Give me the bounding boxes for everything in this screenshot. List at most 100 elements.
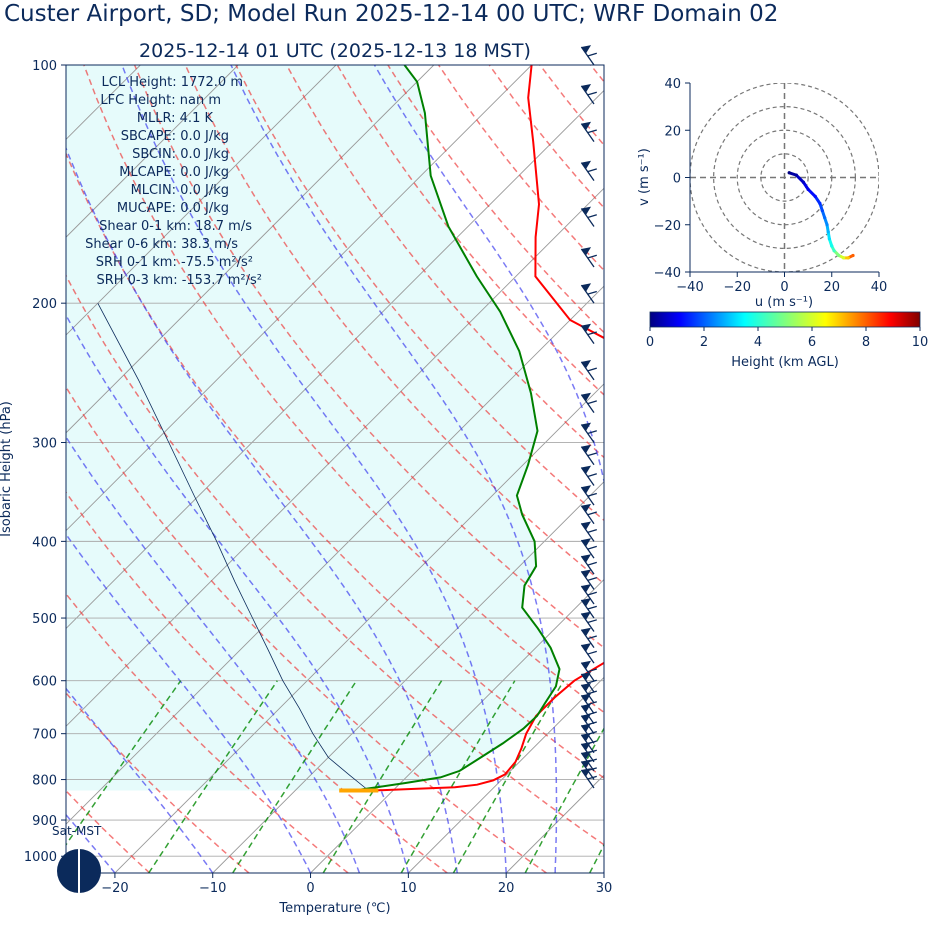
hodograph-trace <box>787 171 855 260</box>
moist-adiabat-line <box>66 533 312 873</box>
dry-adiabat-line <box>66 592 349 873</box>
stat-shear-0-1: Shear 0-1 km: 18.7 m/s <box>99 219 252 234</box>
wind-barb <box>580 444 597 466</box>
isotherm-line <box>66 65 239 238</box>
wind-barb <box>580 323 597 345</box>
dry-adiabat-line <box>66 385 547 873</box>
colorbar-tick-label: 0 <box>646 335 654 350</box>
isotherm-line <box>66 65 337 336</box>
hodograph-point <box>787 171 791 175</box>
wind-barb <box>580 672 597 693</box>
stats-block: LCL Height: 1772.0 m LFC Height: nan m M… <box>85 75 262 288</box>
hodograph-y-tick-label: −20 <box>654 219 681 234</box>
wind-barb <box>580 206 597 227</box>
colorbar: 0 2 4 6 8 10 Height (km AGL) <box>646 311 928 370</box>
hodograph-point <box>825 223 829 227</box>
stat-srh-0-3: SRH 0-3 km: -153.7 m²/s² <box>96 273 262 288</box>
y-axis-ticks: 100 200 300 400 500 600 700 800 900 1000 <box>24 59 66 865</box>
x-tick-label: −20 <box>101 881 128 896</box>
colorbar-tick-label: 10 <box>912 335 928 350</box>
mixing-ratio-line <box>452 680 565 873</box>
wind-barb <box>580 554 597 575</box>
x-tick-label: 20 <box>498 881 515 896</box>
stat-lcl: LCL Height: 1772.0 m <box>102 75 243 90</box>
isotherm-line <box>66 187 604 727</box>
skew-t-plot: −20 −10 0 10 20 30 10020030040050060070080090… <box>0 45 928 916</box>
wind-barb <box>580 627 597 649</box>
hodograph-y-label: v (m s⁻¹) <box>637 148 652 206</box>
dry-adiabat-line <box>793 65 928 873</box>
hodograph-point <box>827 237 831 241</box>
moist-adiabat-line <box>66 435 361 873</box>
mixing-ratio-line <box>66 680 182 847</box>
chart-title: Custer Airport, SD; Model Run 2025-12-14… <box>4 1 778 27</box>
hodograph-point <box>841 256 846 260</box>
isotherm-line <box>66 89 604 630</box>
moist-adiabat-line <box>66 313 410 873</box>
plot-frame <box>65 64 605 874</box>
colorbar-ticks: 0 2 4 6 8 10 <box>646 327 928 350</box>
stat-lfc: LFC Height: nan m <box>100 93 221 108</box>
hodograph-y-tick-label: −40 <box>654 266 681 281</box>
isotherm-line <box>408 676 604 873</box>
colorbar-tick-label: 4 <box>754 335 762 350</box>
hodograph-point <box>851 253 855 258</box>
dry-adiabat-line <box>133 65 604 649</box>
stat-mucape: MUCAPE: 0.0 J/kg <box>117 201 229 216</box>
wind-barb <box>580 643 597 664</box>
isotherm-line <box>800 65 928 873</box>
stat-mlcape: MLCAPE: 0.0 J/kg <box>119 165 229 180</box>
wind-barb <box>580 160 597 181</box>
hodograph-point <box>830 244 834 248</box>
mixing-ratio-line <box>637 681 735 873</box>
dry-adiabat-line <box>844 65 928 873</box>
wind-barb <box>580 121 597 143</box>
y-tick-label: 300 <box>32 437 57 452</box>
hodograph-point <box>823 216 827 220</box>
y-tick-label: 700 <box>32 728 57 743</box>
dry-adiabat-line <box>692 65 928 873</box>
wind-barb <box>580 485 597 506</box>
y-tick-label: 600 <box>32 675 57 690</box>
hodograph-x-tick-label: 0 <box>780 280 788 295</box>
hodograph-point <box>837 253 841 258</box>
temperature-profile-line <box>373 65 604 792</box>
isotherm-line <box>310 578 604 873</box>
colorbar-label: Height (km AGL) <box>731 355 839 370</box>
x-tick-label: 10 <box>400 881 417 896</box>
hodograph-ticks: −40 −20 0 20 40 −40 −20 0 20 40 <box>654 77 888 295</box>
colorbar-tick-label: 8 <box>862 335 870 350</box>
mixing-ratio-line <box>589 843 604 873</box>
wind-barb <box>580 569 597 590</box>
wind-barb <box>580 422 597 443</box>
isotherm-line <box>66 285 604 825</box>
y-tick-label: 500 <box>32 612 57 627</box>
wind-barb <box>580 45 597 66</box>
dry-adiabat-line <box>66 151 604 779</box>
y-tick-label: 800 <box>32 774 57 789</box>
x-tick-label: 0 <box>306 881 314 896</box>
dewpoint-profile-line <box>353 65 561 792</box>
hodograph-point <box>846 256 850 260</box>
hodograph-point <box>794 173 798 177</box>
stat-mllr: MLLR: 4.1 K <box>137 111 214 126</box>
hodograph-x-tick-label: 40 <box>871 280 888 295</box>
hodograph-x-tick-label: 20 <box>823 280 840 295</box>
wind-barb <box>580 359 597 381</box>
x-tick-label: −10 <box>199 881 226 896</box>
isotherm-line <box>702 65 928 873</box>
y-tick-label: 200 <box>32 297 57 312</box>
hodograph-point <box>826 230 830 234</box>
y-tick-label: 900 <box>32 814 57 829</box>
mixing-ratio-line <box>148 680 278 873</box>
hodograph-segment <box>806 187 817 198</box>
colorbar-tick-label: 2 <box>700 335 708 350</box>
wind-barb <box>580 768 597 789</box>
parcel-profile-line <box>97 303 369 791</box>
wind-barb <box>580 465 597 486</box>
moist-adiabat-line <box>66 813 116 873</box>
dry-adiabat-line <box>743 65 928 873</box>
mixing-ratio-line <box>524 726 604 873</box>
wind-barb <box>580 584 597 605</box>
